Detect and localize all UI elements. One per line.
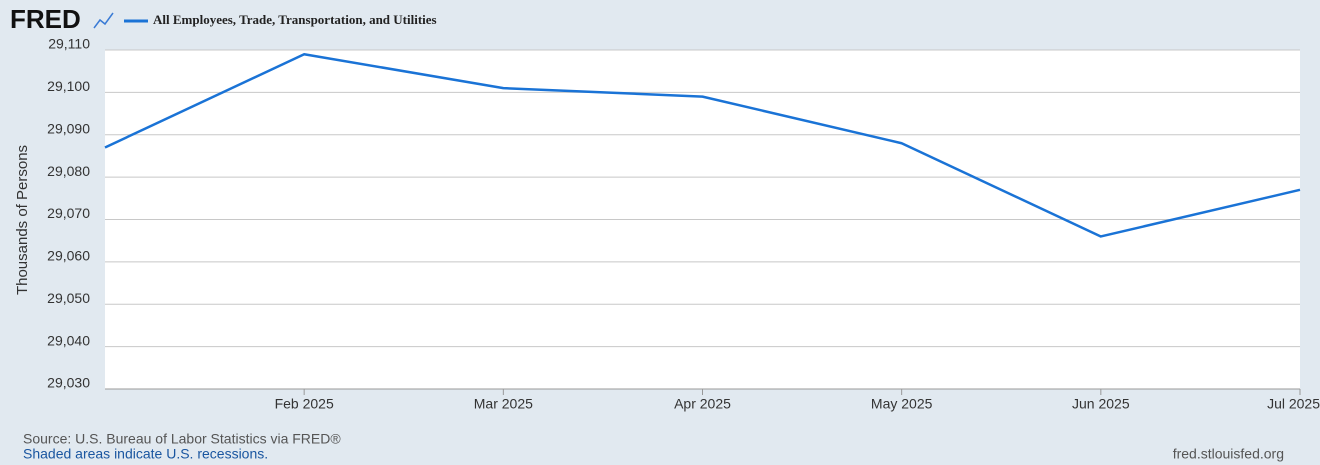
y-tick-label: 29,090: [47, 120, 90, 136]
logo-icon: [93, 12, 114, 29]
url: fred.stlouisfed.org: [1173, 446, 1284, 462]
y-tick-label: 29,070: [47, 205, 90, 221]
x-tick-label: Mar 2025: [474, 396, 533, 412]
y-tick-label: 29,040: [47, 332, 90, 348]
x-tick-label: Feb 2025: [275, 396, 334, 412]
series-line: [104, 52, 1301, 238]
note: Shaded areas indicate U.S. recessions.: [23, 446, 268, 462]
y-tick-label: 29,100: [47, 78, 90, 94]
y-axis-label: Thousands of Persons: [14, 145, 31, 295]
logo: FRED: [10, 4, 81, 34]
x-tick-label: Jul 2025: [1267, 396, 1320, 412]
legend-label: All Employees, Trade, Transportation, an…: [153, 12, 437, 27]
y-tick-label: 29,110: [48, 36, 90, 52]
source: Source: U.S. Bureau of Labor Statistics …: [23, 431, 341, 447]
x-tick-label: Jun 2025: [1072, 396, 1130, 412]
x-tick-label: May 2025: [871, 396, 933, 412]
y-tick-label: 29,080: [47, 163, 90, 179]
x-tick-label: Apr 2025: [674, 396, 731, 412]
y-tick-label: 29,050: [47, 290, 90, 306]
y-tick-label: 29,030: [47, 375, 90, 391]
y-tick-label: 29,060: [47, 248, 90, 264]
